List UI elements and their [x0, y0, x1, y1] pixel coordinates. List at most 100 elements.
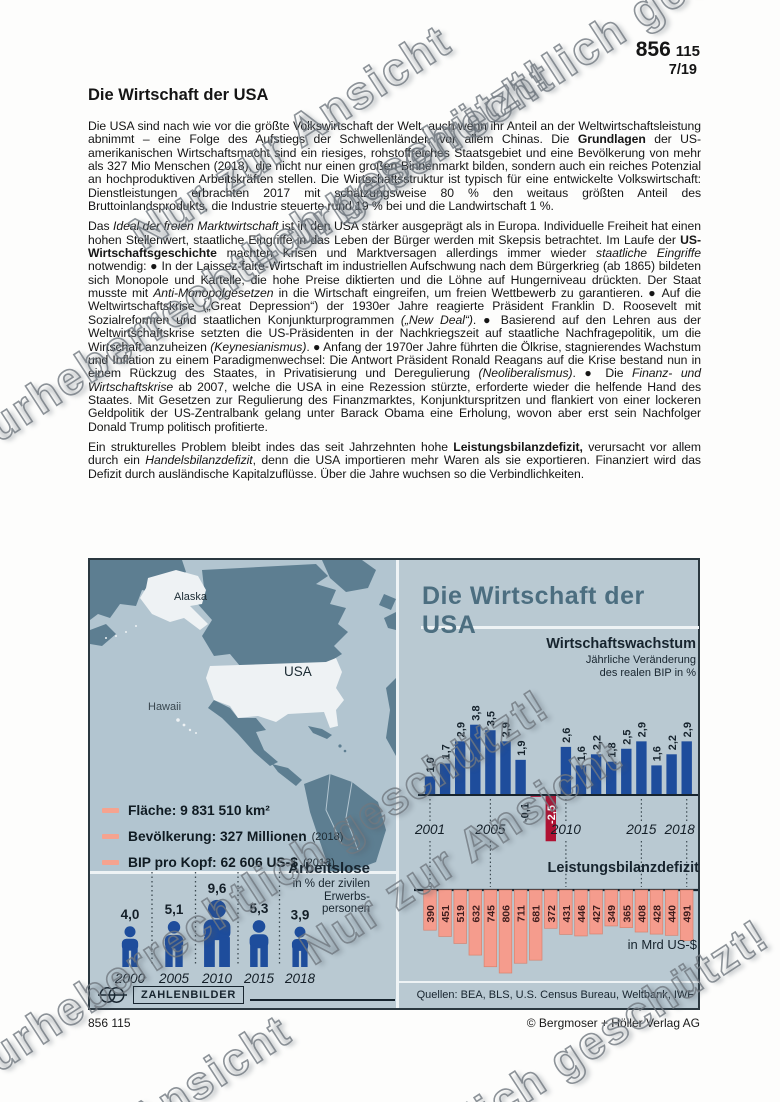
zahlenbilder-logo-icon	[98, 987, 127, 1003]
paragraph: Ein strukturelles Problem bleibt indes d…	[88, 439, 702, 481]
svg-text:2,2: 2,2	[667, 735, 679, 750]
fact-population-text: Bevölkerung: 327 Millionen	[128, 829, 307, 844]
brand-baseline-rule	[250, 999, 395, 1001]
svg-text:806: 806	[501, 905, 513, 923]
svg-text:2001: 2001	[414, 822, 445, 837]
svg-text:2000: 2000	[114, 971, 146, 986]
svg-text:427: 427	[591, 905, 603, 923]
growth-subtitle-line1: Jährliche Veränderung	[585, 654, 696, 666]
svg-text:5,1: 5,1	[165, 902, 184, 917]
divider-horizontal-right	[398, 981, 699, 983]
footer-copyright: © Bergmoser + Höller Verlag AG	[526, 1016, 700, 1030]
doc-number-main: 856	[635, 38, 671, 61]
unemployment-chart-title: Arbeitslose	[288, 860, 370, 877]
fact-population-note: (2018)	[311, 830, 344, 843]
svg-text:491: 491	[682, 905, 694, 923]
svg-text:365: 365	[621, 905, 633, 923]
fact-population: Bevölkerung: 327 Millionen (2018)	[102, 829, 343, 844]
svg-text:1,8: 1,8	[606, 742, 618, 757]
svg-text:5,3: 5,3	[250, 901, 269, 916]
svg-text:440: 440	[667, 905, 679, 923]
fact-area-text: Fläche: 9 831 510 km²	[128, 803, 270, 818]
svg-text:408: 408	[636, 905, 648, 923]
doc-header: 856 115 7/19	[500, 38, 700, 79]
svg-text:1,9: 1,9	[516, 741, 528, 756]
unemployment-chart-subtitle: in % der zivilen Erwerbs- personen	[240, 878, 370, 916]
svg-text:3,5: 3,5	[486, 711, 498, 726]
unemployment-subtitle-line3: personen	[322, 903, 370, 915]
doc-number: 856 115	[500, 38, 700, 61]
unemployment-subtitle-line1: in % der zivilen	[292, 878, 370, 890]
svg-text:1,7: 1,7	[440, 744, 452, 759]
infographic-title-rule	[421, 626, 699, 629]
unemployment-pictogram-chart: 4,0 2000 5,1 2005 9,6 2010 5,3 2015 3,9 2018	[114, 872, 316, 986]
map-label-hawaii: Hawaii	[148, 701, 181, 713]
deficit-chart-unit: in Mrd US-$	[627, 937, 697, 952]
page-title: Die Wirtschaft der USA	[88, 86, 269, 104]
svg-text:2,2: 2,2	[591, 735, 603, 750]
svg-text:9,6: 9,6	[208, 881, 227, 896]
svg-text:2015: 2015	[243, 971, 275, 986]
svg-text:1,6: 1,6	[576, 746, 588, 761]
svg-text:681: 681	[531, 905, 543, 923]
body-text: Die USA sind nach wie vor die größte Vol…	[88, 119, 702, 488]
fact-bullet-dash	[102, 860, 119, 865]
map-label-alaska: Alaska	[174, 591, 208, 603]
page-indicator: 7/19	[668, 62, 697, 79]
svg-text:3,9: 3,9	[291, 908, 310, 923]
fact-gdp-per-capita: BIP pro Kopf: 62 606 US-$ (2018)	[102, 855, 343, 870]
svg-text:1,6: 1,6	[652, 746, 664, 761]
paragraph: Das Ideal der freien Marktwirtschaft ist…	[88, 219, 702, 434]
growth-subtitle-line2: des realen BIP in %	[599, 666, 696, 679]
svg-text:2005: 2005	[474, 822, 506, 837]
svg-text:2018: 2018	[664, 822, 696, 837]
page-footer: 856 115 © Bergmoser + Höller Verlag AG	[88, 1016, 700, 1030]
paragraph: Die USA sind nach wie vor die größte Vol…	[88, 119, 701, 214]
map-landmasses	[90, 560, 396, 871]
svg-text:372: 372	[546, 905, 558, 923]
doc-number-suffix: 115	[675, 43, 700, 60]
fact-gdp-note: (2018)	[302, 856, 335, 869]
svg-text:2005: 2005	[158, 971, 190, 986]
publisher-brand: ZAHLENBILDER	[98, 986, 245, 1004]
map-country-borders	[325, 773, 359, 851]
svg-text:-2,5: -2,5	[546, 805, 558, 824]
growth-chart-title: Wirtschaftswachstum	[546, 636, 696, 652]
country-facts: Fläche: 9 831 510 km² Bevölkerung: 327 M…	[102, 803, 343, 881]
svg-text:2,6: 2,6	[561, 728, 573, 743]
footer-doc-number: 856 115	[88, 1016, 131, 1030]
svg-text:451: 451	[440, 905, 452, 923]
svg-text:349: 349	[606, 905, 618, 923]
map-label-usa: USA	[284, 664, 312, 679]
svg-text:2,9: 2,9	[501, 722, 513, 737]
svg-text:2,5: 2,5	[622, 729, 634, 744]
growth-chart-subtitle: Jährliche Veränderung des realen BIP in …	[400, 654, 696, 679]
divider-vertical	[396, 560, 399, 1008]
zahlenbilder-wordmark: ZAHLENBILDER	[133, 986, 245, 1004]
svg-text:711: 711	[516, 905, 528, 922]
unemployment-subtitle-line2: Erwerbs-	[323, 890, 370, 903]
infographic: Alaska USA Hawaii Fläche: 9 831 510 km² …	[88, 558, 700, 1010]
svg-text:3,8: 3,8	[471, 705, 483, 720]
svg-text:-0,1: -0,1	[520, 803, 532, 822]
fact-gdp-text: BIP pro Kopf: 62 606 US-$	[128, 855, 298, 870]
svg-text:2015: 2015	[625, 822, 657, 837]
fact-bullet-dash	[102, 834, 119, 839]
infographic-title: Die Wirtschaft der USA	[422, 582, 645, 639]
svg-text:1,0: 1,0	[425, 757, 437, 772]
north-america-map: Alaska USA Hawaii	[90, 560, 396, 871]
svg-text:390: 390	[425, 905, 437, 923]
gdp-and-deficit-charts: 1,01,72,93,8 3,52,91,9-0,1 -2,52,61,62,2 1,…	[414, 705, 698, 974]
svg-text:446: 446	[576, 905, 588, 923]
fact-bullet-dash	[102, 808, 119, 813]
svg-text:519: 519	[455, 905, 467, 923]
svg-text:2010: 2010	[201, 971, 233, 986]
svg-text:2,9: 2,9	[455, 722, 467, 737]
svg-text:2018: 2018	[284, 971, 316, 986]
svg-text:428: 428	[652, 905, 664, 923]
deficit-chart-title: Leistungsbilanzdefizit	[547, 860, 699, 876]
fact-area: Fläche: 9 831 510 km²	[102, 803, 343, 818]
svg-text:745: 745	[485, 905, 497, 923]
svg-text:632: 632	[470, 905, 482, 923]
svg-text:4,0: 4,0	[121, 907, 140, 922]
